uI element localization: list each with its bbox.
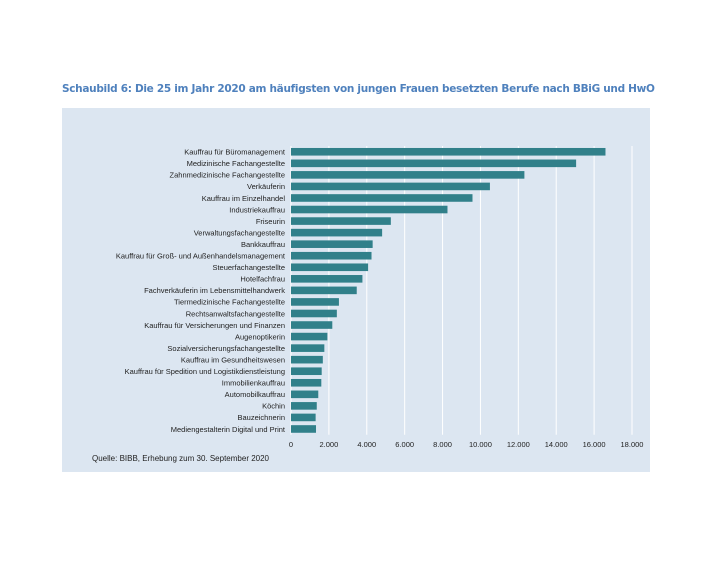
- chart-title: Schaubild 6: Die 25 im Jahr 2020 am häuf…: [62, 83, 655, 95]
- bar: [291, 309, 337, 318]
- category-label: Fachverkäuferin im Lebensmittelhandwerk: [144, 286, 285, 295]
- bar: [291, 228, 383, 237]
- bar: [291, 402, 317, 410]
- category-label: Immobilienkauffrau: [222, 379, 285, 388]
- category-label: Kauffrau für Versicherungen und Finanzen: [144, 321, 285, 330]
- category-label: Friseurin: [256, 217, 285, 226]
- category-label: Hotelfachfrau: [240, 275, 285, 284]
- category-label: Kauffrau im Gesundheitswesen: [181, 355, 285, 364]
- bar: [291, 217, 391, 225]
- category-label: Steuerfachangestellte: [212, 263, 285, 272]
- x-tick-label: 14.000: [545, 440, 568, 449]
- bar: [291, 263, 369, 272]
- category-label: Mediengestalterin Digital und Print: [171, 425, 286, 434]
- bar: [291, 159, 577, 168]
- bar: [291, 332, 328, 341]
- x-tick-label: 8.000: [433, 440, 452, 449]
- bar: [291, 321, 333, 329]
- category-label: Kauffrau für Büromanagement: [184, 148, 286, 157]
- x-tick-label: 2.000: [319, 440, 338, 449]
- bar: [291, 275, 363, 283]
- bar: [291, 344, 325, 352]
- category-label: Rechtsanwaltsfachangestellte: [186, 309, 285, 318]
- bar: [291, 378, 322, 387]
- bar: [291, 182, 490, 191]
- bar: [291, 425, 317, 433]
- x-tick-label: 10.000: [469, 440, 492, 449]
- bar: [291, 171, 525, 179]
- bar: [291, 298, 339, 306]
- bar: [291, 355, 323, 364]
- category-label: Medizinische Fachangestellte: [187, 159, 285, 168]
- category-label: Kauffrau im Einzelhandel: [202, 194, 286, 203]
- category-label: Sozialversicherungsfachangestellte: [167, 344, 285, 353]
- x-tick-label: 12.000: [507, 440, 530, 449]
- category-label: Kauffrau für Spedition und Logistikdiens…: [125, 367, 285, 376]
- x-tick-label: 0: [289, 440, 293, 449]
- bar: [291, 205, 448, 214]
- category-label: Industriekauffrau: [229, 205, 285, 214]
- bar: [291, 194, 473, 202]
- category-label: Bankkauffrau: [241, 240, 285, 249]
- category-label: Kauffrau für Groß- und Außenhandelsmanag…: [116, 252, 286, 261]
- x-tick-label: 16.000: [583, 440, 606, 449]
- category-label: Automobilkauffrau: [225, 390, 285, 399]
- bar: [291, 413, 316, 422]
- bar: [291, 390, 319, 399]
- category-label: Augenoptikerin: [235, 332, 285, 341]
- chart-source: Quelle: BIBB, Erhebung zum 30. September…: [92, 454, 269, 463]
- x-tick-label: 18.000: [621, 440, 644, 449]
- category-label: Verwaltungsfachangestellte: [194, 228, 285, 237]
- bar: [291, 367, 322, 376]
- category-label: Verkäuferin: [247, 182, 285, 191]
- bar: [291, 147, 606, 156]
- x-tick-label: 4.000: [357, 440, 376, 449]
- x-tick-label: 6.000: [395, 440, 414, 449]
- bar: [291, 251, 372, 260]
- category-label: Bauzeichnerin: [237, 413, 285, 422]
- category-label: Tiermedizinische Fachangestellte: [174, 298, 285, 307]
- bar: [291, 286, 357, 295]
- category-label: Köchin: [262, 402, 285, 411]
- bar: [291, 240, 373, 248]
- category-label: Zahnmedizinische Fachangestellte: [170, 171, 285, 180]
